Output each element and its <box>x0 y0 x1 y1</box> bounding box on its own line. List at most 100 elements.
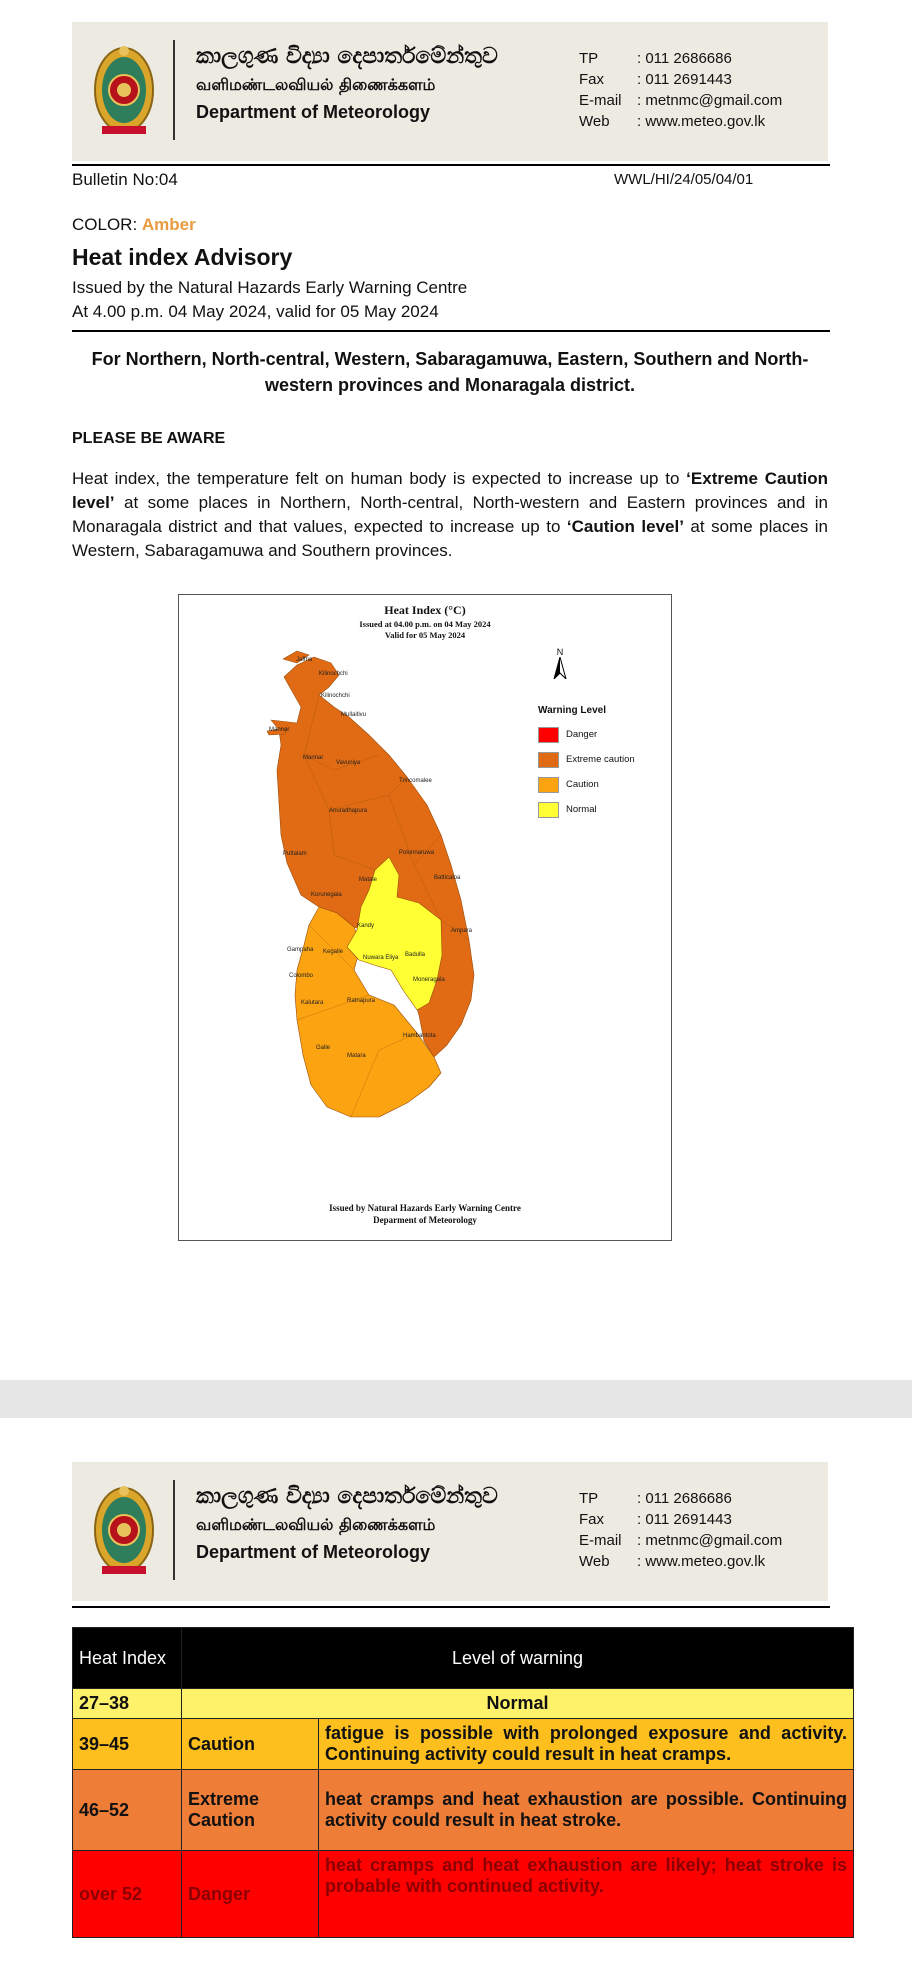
district-label: Galle <box>316 1045 331 1051</box>
header-heat-index: Heat Index <box>72 1627 182 1689</box>
district-label: Gampaha <box>287 947 314 953</box>
district-label: Kilinochchi <box>321 693 350 699</box>
alert-color-label: COLOR: <box>72 215 142 234</box>
district-label: Kandy <box>357 923 375 929</box>
district-label: Moneragala <box>413 977 445 983</box>
region-caution <box>294 906 442 1118</box>
warning-level: Normal <box>181 1688 854 1719</box>
district-label: Batticaloa <box>434 875 461 881</box>
advisory-title: Heat index Advisory <box>72 244 293 270</box>
legend-swatch-caution <box>538 776 559 793</box>
district-label: Nuwara Eliya <box>363 955 399 961</box>
legend-label: Normal <box>566 804 597 815</box>
map-footer-dept: Deparment of Meteorology <box>373 1215 477 1225</box>
district-label: Kalutara <box>301 1000 324 1006</box>
contact-value: : 011 2686686 <box>637 50 732 67</box>
header-rule <box>72 164 830 166</box>
district-label: Kurunegala <box>311 892 342 898</box>
district-label: Mannar <box>303 755 324 761</box>
district-label: Vavuniya <box>336 760 361 766</box>
header-divider <box>173 1480 175 1580</box>
alert-color-value: Amber <box>141 215 196 234</box>
contact-key: Web <box>579 113 610 130</box>
para-text: at some places in Western, Sabaragamuwa … <box>72 517 829 560</box>
para-text: Heat index, the temperature felt on huma… <box>72 469 687 488</box>
legend-swatch-danger <box>538 726 559 743</box>
contact-value: : 011 2691443 <box>637 71 732 88</box>
department-emblem-icon <box>94 1486 154 1574</box>
district-label: Jaffna <box>296 657 313 663</box>
warning-description: fatigue is possible with prolonged expos… <box>318 1718 854 1770</box>
contact-key: Web <box>579 1553 610 1570</box>
letterhead: කාලගුණ විද්‍යා දෙපාර්තමේන්තුව வளிமண்டலவி… <box>72 22 828 161</box>
map-title: Heat Index (°C) <box>384 603 466 617</box>
district-boundary <box>308 924 355 971</box>
map-footer-issued: Issued by Natural Hazards Early Warning … <box>329 1203 521 1213</box>
para-text: at some places in Northern, North-centra… <box>72 493 828 536</box>
org-name-tamil: வளிமண்டலவியல் திணைக்களம் <box>196 1515 436 1534</box>
heat-index-map: Heat Index (°C) Issued at 04.00 p.m. on … <box>178 594 672 1241</box>
warning-description: heat cramps and heat exhaustion are like… <box>318 1850 854 1938</box>
contact-key: TP <box>579 50 599 67</box>
district-label: Colombo <box>289 973 314 979</box>
district-label: Matara <box>347 1053 366 1059</box>
heat-index-range: 46–52 <box>72 1769 182 1851</box>
alert-color: COLOR: Amber <box>72 215 196 235</box>
legend-item: Caution <box>538 772 635 797</box>
contact-key: E-mail <box>579 92 622 109</box>
district-label: Kilinochchi <box>319 671 348 677</box>
district-boundary <box>328 809 376 871</box>
contact-value: : www.meteo.gov.lk <box>637 1553 766 1570</box>
organization-names: කාලගුණ විද්‍යා දෙපාර්තමේන්තුව வளிமண்டலவி… <box>196 1484 498 1563</box>
table-row: 46–52 Extreme Caution heat cramps and he… <box>72 1769 854 1851</box>
organization-names: කාලගුණ විද්‍යා දෙපාර්තමේන්තුව வளிமண்டலவி… <box>196 44 498 123</box>
issued-at: At 4.00 p.m. 04 May 2024, valid for 05 M… <box>72 302 439 321</box>
org-name-english: Department of Meteorology <box>196 102 431 122</box>
table-row: 39–45 Caution fatigue is possible with p… <box>72 1718 854 1770</box>
region-normal <box>346 856 443 1011</box>
sri-lanka-map <box>266 650 475 1118</box>
legend-label: Danger <box>566 729 598 740</box>
warning-description: heat cramps and heat exhaustion are poss… <box>318 1769 854 1851</box>
contact-key: Fax <box>579 71 605 88</box>
district-label: Mullaitivu <box>341 712 367 718</box>
contact-details: TP: 011 2686686 Fax: 011 2691443 E-mail:… <box>579 1488 782 1572</box>
table-header-row: Heat Index Level of warning <box>72 1627 854 1689</box>
district-label: Puttalam <box>283 851 307 857</box>
region-jaffna <box>282 650 310 664</box>
legend-label: Extreme caution <box>566 754 635 765</box>
contact-value: : metnmc@gmail.com <box>637 92 783 109</box>
district-boundary <box>303 694 380 771</box>
org-name-tamil: வளிமண்டலவியல் திணைக்களம் <box>196 75 436 94</box>
section-rule <box>72 330 830 332</box>
legend-item: Danger <box>538 722 635 747</box>
advisory-paragraph: Heat index, the temperature felt on huma… <box>72 467 828 563</box>
bulletin-code: WWL/HI/24/05/04/01 <box>614 171 754 188</box>
please-be-aware: PLEASE BE AWARE <box>72 430 226 447</box>
legend-swatch-normal <box>538 801 559 818</box>
district-label: Matale <box>359 877 378 883</box>
north-arrow: N <box>553 647 567 681</box>
map-legend: Warning Level Danger Extreme caution Cau… <box>538 705 635 822</box>
district-label: Badulla <box>405 952 426 958</box>
table-row: over 52 Danger heat cramps and heat exha… <box>72 1850 854 1938</box>
contact-value: : metnmc@gmail.com <box>637 1532 783 1549</box>
district-label: Ampara <box>451 928 473 934</box>
district-label: Anuradhapura <box>329 808 368 814</box>
district-boundary <box>296 994 370 1021</box>
warning-level: Extreme Caution <box>181 1769 319 1851</box>
org-name-english: Department of Meteorology <box>196 1542 431 1562</box>
header-level-of-warning: Level of warning <box>181 1627 854 1689</box>
issued-info: Issued by the Natural Hazards Early Warn… <box>72 276 467 324</box>
issued-by: Issued by the Natural Hazards Early Warn… <box>72 278 468 297</box>
district-boundary <box>350 1032 418 1118</box>
bulletin-page-1: කාලගුණ විද්‍යා දෙපාර්තමේන්තුව வளிமண்டலவி… <box>72 22 830 1241</box>
district-boundary <box>413 864 470 941</box>
affected-provinces: For Northern, North-central, Western, Sa… <box>91 349 809 395</box>
contact-key: E-mail <box>579 1532 622 1549</box>
heat-index-range: 27–38 <box>72 1688 182 1719</box>
header-divider <box>173 40 175 140</box>
heat-index-range: over 52 <box>72 1850 182 1938</box>
legend-item: Extreme caution <box>538 747 635 772</box>
legend-label: Caution <box>566 779 599 790</box>
